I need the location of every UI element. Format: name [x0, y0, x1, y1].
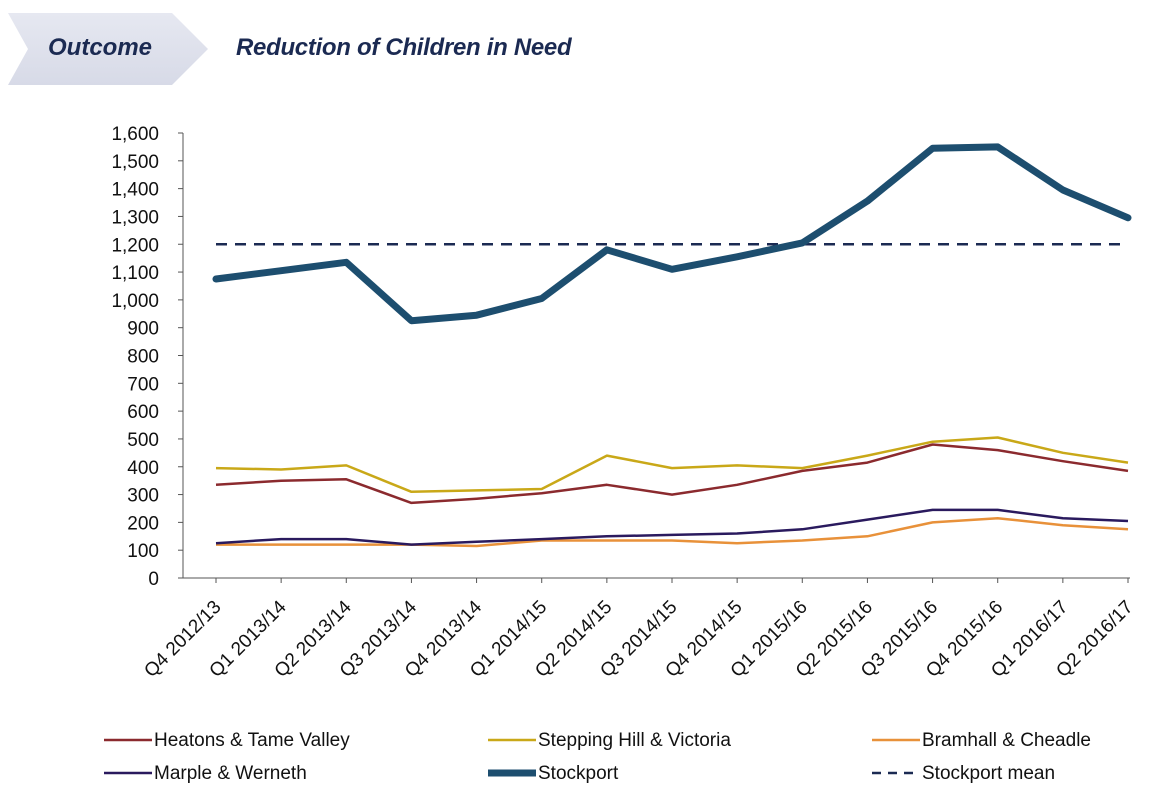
header-banner: Outcome Reduction of Children in Need [0, 0, 1149, 100]
y-tick-label: 100 [127, 541, 159, 562]
y-tick-label: 800 [127, 347, 159, 368]
series-line-marple-and-werneth [215, 508, 1129, 546]
y-tick-label: 1,200 [111, 235, 159, 256]
y-tick-label: 700 [127, 374, 159, 395]
section-label: Outcome [48, 34, 153, 61]
y-tick-label: 1,000 [111, 291, 159, 312]
chart-axes: 0 100 200 300 400 500 600 700 800 900 1,000 1,100 1,… [111, 124, 1130, 590]
page-title: Reduction of Children in Need [236, 34, 572, 61]
legend-label-stepping-hill-and-victoria: Stepping Hill & Victoria [538, 730, 731, 751]
series-line-stepping-hill-and-victoria [215, 436, 1129, 494]
chart-series [212, 143, 1132, 548]
y-tick-label: 1,100 [111, 263, 159, 284]
y-tick-label: 200 [127, 513, 159, 534]
y-tick-label: 1,500 [111, 152, 159, 173]
series-line-bramhall-and-cheadle [216, 516, 1129, 548]
y-tick-label: 900 [127, 319, 159, 340]
y-tick-label: 1,600 [111, 124, 159, 145]
legend-label-stockport-mean: Stockport mean [922, 763, 1055, 784]
legend-label-bramhall-and-cheadle: Bramhall & Cheadle [922, 730, 1091, 751]
legend-label-heatons-and-tame-valley: Heatons & Tame Valley [154, 730, 350, 751]
y-tick-label: 400 [127, 458, 159, 479]
series-line-heatons-and-tame-valley [215, 443, 1129, 505]
y-tick-label: 500 [127, 430, 159, 451]
legend-label-marple-and-werneth: Marple & Werneth [154, 763, 307, 784]
y-tick-label: 600 [127, 402, 159, 423]
legend-label-stockport: Stockport [538, 763, 619, 784]
y-tick-label: 1,300 [111, 207, 159, 228]
section-chevron [8, 13, 208, 85]
series-line-stockport [212, 143, 1132, 325]
y-tick-label: 1,400 [111, 180, 159, 201]
y-tick-label: 0 [148, 569, 159, 590]
y-tick-label: 300 [127, 486, 159, 507]
chart-legend: Heatons & Tame Valley Stepping Hill & Vic… [104, 730, 1091, 784]
